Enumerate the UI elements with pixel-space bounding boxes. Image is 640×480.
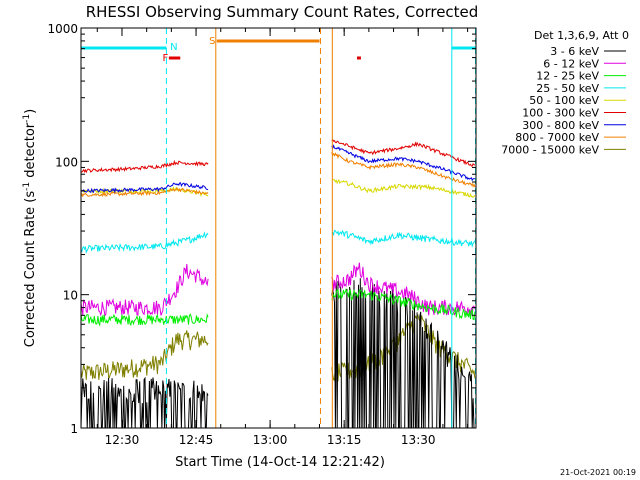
series-line-4-seg1	[80, 231, 209, 254]
x-tick-label: 13:15	[327, 433, 362, 447]
flag-label-f: F	[163, 53, 169, 64]
y-tick-label: 1000	[47, 22, 78, 36]
series-line-4-seg2	[331, 229, 476, 248]
series-layer	[80, 138, 476, 429]
series-line-2-seg2	[331, 262, 476, 316]
x-tick-label: 12:30	[105, 433, 140, 447]
y-tick-label: 100	[55, 155, 78, 169]
series-line-8-seg1	[80, 187, 209, 198]
series-line-8-seg2	[331, 152, 476, 188]
y-tick-label: 10	[63, 289, 78, 303]
chart-title: RHESSI Observing Summary Count Rates, Co…	[86, 3, 479, 21]
legend-label-1: 3 - 6 keV	[550, 45, 599, 58]
x-tick-label: 13:00	[253, 433, 288, 447]
footer-date: 21-Oct-2021 00:19	[560, 468, 636, 477]
series-line-7-seg1	[80, 182, 209, 194]
legend-label-5: 50 - 100 keV	[529, 94, 599, 107]
series-line-6-seg1	[80, 159, 209, 174]
series-line-7-seg2	[331, 144, 476, 182]
legend-label-7: 300 - 800 keV	[522, 119, 599, 132]
legend-label-9: 7000 - 15000 keV	[501, 143, 599, 156]
plot-frame	[80, 27, 477, 429]
legend-label-4: 25 - 50 keV	[536, 82, 599, 95]
series-line-3-seg2	[331, 288, 476, 321]
flag-label-n: N	[170, 42, 177, 53]
x-axis-label: Start Time (14-Oct-14 12:21:42)	[175, 455, 385, 470]
y-axis-label: Corrected Count Rate (s-1 detector-1)	[22, 109, 38, 347]
series-line-9-seg1	[80, 330, 209, 380]
legend-label-6: 100 - 300 keV	[522, 107, 599, 120]
flag-label-s: S	[209, 36, 215, 47]
series-line-2-seg1	[80, 263, 209, 317]
flag-bars: N S F	[81, 36, 476, 64]
legend-label-2: 6 - 12 keV	[543, 57, 599, 70]
x-axis-ticks: 12:30 12:45 13:00 13:15 13:30	[96, 28, 469, 447]
x-tick-label: 12:45	[179, 433, 214, 447]
series-line-6-seg2	[331, 138, 476, 167]
legend-label-3: 12 - 25 keV	[536, 70, 599, 83]
series-line-5-seg2	[331, 178, 476, 198]
y-tick-label: 1	[70, 422, 78, 436]
y-axis-ticks: 1 10 100 1000	[47, 22, 476, 436]
series-line-1-seg1	[80, 376, 209, 429]
series-line-3-seg1	[80, 313, 209, 327]
x-tick-label: 13:30	[401, 433, 436, 447]
legend-header: Det 1,3,6,9, Att 0	[534, 29, 629, 42]
series-line-5-seg1	[80, 186, 209, 197]
legend-label-8: 800 - 7000 keV	[515, 131, 599, 144]
